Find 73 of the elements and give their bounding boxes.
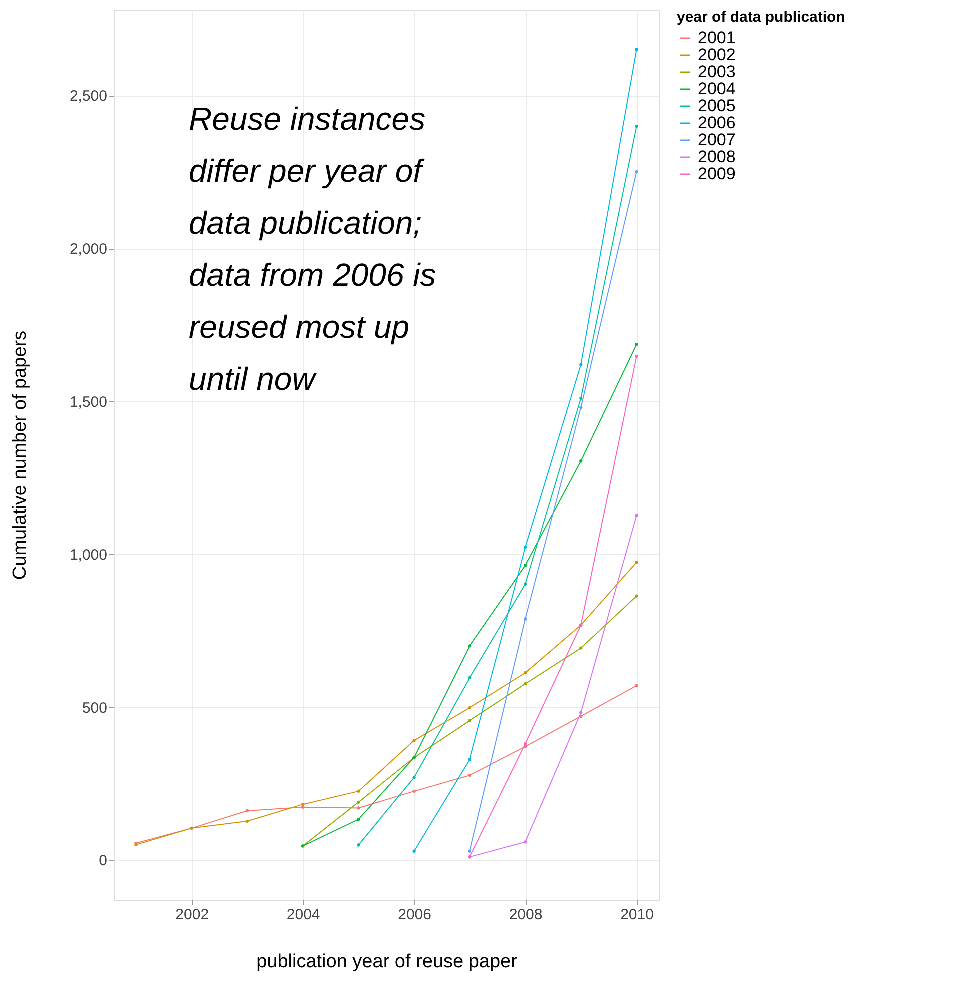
- point: [468, 676, 472, 680]
- point: [412, 739, 416, 742]
- point: [580, 646, 583, 650]
- point: [580, 711, 583, 714]
- point: [524, 618, 528, 621]
- line-series: [134, 684, 638, 845]
- y-axis-title: Cumulative number of papers: [10, 330, 31, 580]
- point: [246, 809, 250, 813]
- point: [635, 514, 638, 518]
- line-series: [134, 561, 638, 847]
- legend-label: 2001: [698, 28, 736, 48]
- legend-label: 2003: [698, 62, 736, 82]
- point: [635, 48, 638, 52]
- point: [302, 806, 305, 809]
- point: [635, 124, 638, 128]
- x-tick-label: 2002: [176, 906, 210, 924]
- y-tick-label: 500: [82, 700, 108, 717]
- y-tick-label: 2,000: [70, 241, 108, 258]
- point: [635, 343, 638, 346]
- point: [524, 742, 528, 746]
- point: [246, 820, 250, 823]
- point: [468, 850, 472, 853]
- y-tick-label: 2,500: [70, 88, 108, 106]
- legend-label: 2008: [698, 148, 736, 166]
- point: [468, 719, 472, 722]
- point: [580, 714, 583, 718]
- point: [302, 803, 305, 806]
- legend-label: 2004: [698, 80, 736, 98]
- line-series: [468, 170, 638, 853]
- line-series: [302, 594, 638, 848]
- point: [357, 844, 360, 847]
- point: [357, 806, 360, 810]
- y-tick-label: 0: [99, 852, 108, 870]
- point: [580, 460, 583, 463]
- point: [412, 850, 416, 853]
- point: [524, 682, 528, 686]
- point: [468, 774, 472, 778]
- point: [635, 354, 638, 358]
- point: [635, 684, 638, 688]
- legend-title: year of data publication: [677, 9, 846, 26]
- point: [524, 546, 528, 550]
- x-tick-label: 2008: [509, 906, 543, 924]
- point: [357, 818, 360, 822]
- legend-label: 2007: [698, 130, 736, 150]
- x-axis-title: publication year of reuse paper: [256, 952, 518, 972]
- legend-label: 2005: [698, 96, 736, 116]
- point: [580, 363, 583, 366]
- x-tick-label: 2006: [398, 906, 432, 924]
- point: [580, 396, 583, 400]
- point: [524, 564, 528, 568]
- x-tick-label: 2010: [620, 906, 654, 924]
- point: [468, 706, 472, 710]
- legend-label: 2009: [698, 164, 736, 184]
- legend-label: 2002: [698, 46, 736, 64]
- point: [580, 406, 583, 410]
- annotation: Reuse instances differ per year of data publication; data from 2006 is reused most up until now: [189, 101, 436, 397]
- point: [635, 561, 638, 564]
- point: [524, 745, 528, 748]
- point: [635, 594, 638, 598]
- point: [412, 776, 416, 780]
- point: [468, 758, 472, 762]
- point: [412, 790, 416, 794]
- y-tick-label: 1,000: [70, 546, 108, 564]
- legend-label: 2006: [698, 114, 736, 132]
- point: [468, 644, 472, 648]
- point: [635, 170, 638, 174]
- y-tick-label: 1,500: [70, 394, 108, 411]
- x-tick-label: 2004: [286, 906, 320, 924]
- point: [524, 582, 528, 586]
- point: [524, 840, 528, 844]
- point: [357, 790, 360, 794]
- point: [524, 671, 528, 675]
- point: [357, 800, 360, 804]
